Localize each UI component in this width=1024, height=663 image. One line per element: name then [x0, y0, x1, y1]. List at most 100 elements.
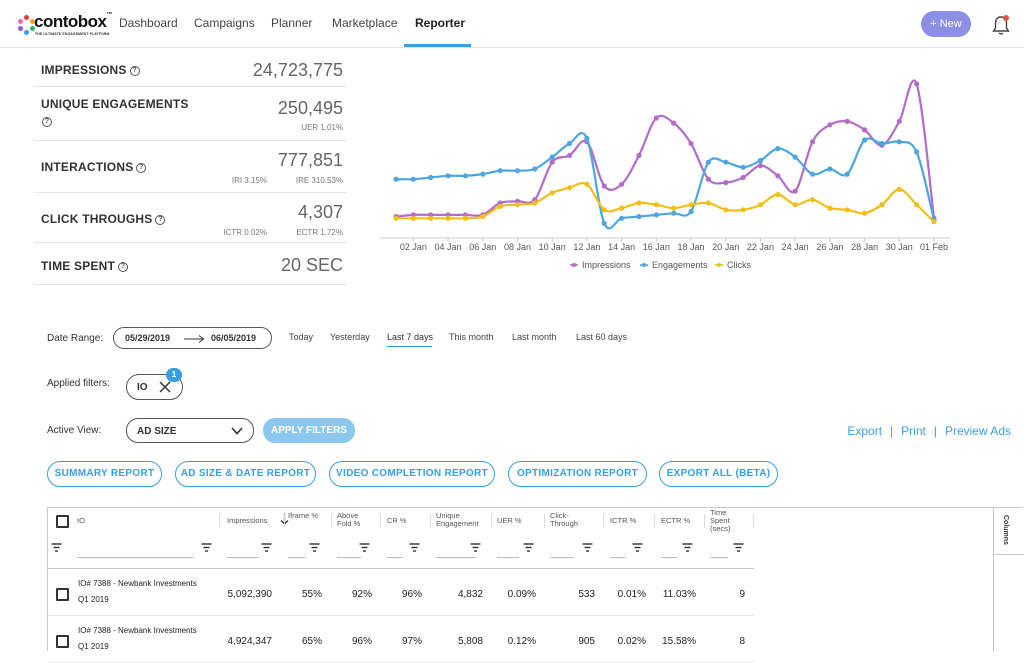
col-header-uer[interactable]: UER % [497, 516, 522, 525]
col-separator[interactable] [284, 514, 285, 528]
series-line-impressions [395, 79, 936, 219]
filter-icon[interactable] [261, 543, 272, 552]
column-filter-input[interactable] [337, 557, 361, 558]
summary-report-button[interactable]: SUMMARY REPORT [47, 461, 162, 487]
col-separator[interactable] [219, 514, 220, 528]
col-header-ectr[interactable]: ECTR % [661, 516, 691, 525]
help-icon[interactable]: ? [129, 65, 140, 76]
filter-icon[interactable] [409, 543, 420, 552]
columns-panel-label[interactable]: Columns [1002, 515, 1009, 545]
col-separator[interactable] [544, 514, 545, 528]
filter-icon[interactable] [309, 543, 320, 552]
column-filter-input[interactable] [227, 557, 259, 558]
nav-planner[interactable]: Planner [271, 16, 313, 30]
date-opt-today[interactable]: Today [289, 332, 314, 342]
series-line-engagements [395, 132, 936, 230]
filter-icon[interactable] [51, 543, 62, 552]
bell-icon[interactable] [991, 14, 1011, 36]
col-header-iframe[interactable]: Iframe % [288, 511, 319, 520]
column-filter-input[interactable] [436, 557, 476, 558]
col-header-io[interactable]: IO [77, 516, 85, 525]
data-point-clicks [480, 214, 486, 220]
table-row[interactable]: IO# 7388 - Newbank Investments Q1 2019 5… [48, 569, 754, 616]
col-separator[interactable] [380, 514, 381, 528]
column-filter-input[interactable] [387, 557, 403, 558]
optimization-report-button[interactable]: OPTIMIZATION REPORT [508, 461, 647, 487]
date-opt-last-7-days[interactable]: Last 7 days [387, 332, 434, 342]
print-link[interactable]: Print [901, 424, 926, 438]
row-checkbox[interactable] [56, 588, 69, 601]
nav-reporter[interactable]: Reporter [415, 16, 466, 30]
x-tick-label: 18 Jan [678, 242, 705, 252]
col-separator[interactable] [753, 514, 754, 528]
preview-ads-link[interactable]: Preview Ads [944, 424, 1011, 438]
export-all-beta-button[interactable]: EXPORT ALL (BETA) [659, 461, 778, 487]
col-header-click-through[interactable]: Click-Through [550, 511, 578, 528]
col-separator[interactable] [331, 514, 332, 528]
filter-chip-label: IO [137, 382, 148, 393]
help-icon[interactable]: ? [42, 117, 52, 127]
col-separator[interactable] [491, 514, 492, 528]
col-header-ictr[interactable]: ICTR % [610, 516, 637, 525]
column-filter-input[interactable] [550, 557, 574, 558]
col-header-unique-engagement[interactable]: Unique Engagement [436, 511, 479, 528]
date-opt-last-60-days[interactable]: Last 60 days [576, 332, 628, 342]
col-header-time-spent[interactable]: Time Spent (secs) [710, 508, 731, 533]
data-point-impressions [671, 120, 677, 126]
filter-icon[interactable] [523, 543, 534, 552]
column-filter-input[interactable] [710, 557, 728, 558]
col-header-impressions[interactable]: Impressions [227, 516, 268, 525]
date-opt-active-indicator [387, 346, 432, 347]
help-icon[interactable]: ? [118, 261, 129, 272]
data-point-clicks [549, 190, 555, 196]
x-tick-label: 20 Jan [712, 242, 739, 252]
col-header-cr[interactable]: CR % [387, 516, 407, 525]
column-filter-input[interactable] [288, 557, 306, 558]
kpi-value: 250,495 [277, 98, 343, 118]
close-icon[interactable] [159, 381, 171, 393]
brand-name: contobox™ [34, 12, 112, 31]
new-button[interactable]: + New [921, 11, 971, 37]
data-point-engagements [723, 159, 729, 165]
date-opt-yesterday[interactable]: Yesterday [330, 332, 370, 342]
ad-size-date-report-button[interactable]: AD SIZE & DATE REPORT [175, 461, 316, 487]
filter-icon[interactable] [632, 543, 643, 552]
filter-chip-io[interactable]: IO [126, 374, 183, 400]
apply-filters-button[interactable]: APPLY FILTERS [263, 418, 355, 443]
data-point-engagements [619, 215, 625, 221]
columns-side-panel[interactable]: Columns [993, 508, 1024, 652]
filter-icon[interactable] [733, 543, 744, 552]
data-point-clicks [705, 200, 711, 206]
data-point-clicks [671, 205, 677, 211]
col-separator[interactable] [430, 514, 431, 528]
row-checkbox[interactable] [56, 635, 69, 648]
filter-icon[interactable] [359, 543, 370, 552]
table-row[interactable]: IO# 7388 - Newbank Investments Q1 2019 4… [48, 616, 754, 663]
col-separator[interactable] [704, 514, 705, 528]
help-icon[interactable]: ? [155, 214, 166, 225]
column-filter-input[interactable] [497, 557, 519, 558]
date-opt-this-month[interactable]: This month [449, 332, 494, 342]
filter-icon[interactable] [470, 543, 481, 552]
video-completion-report-button[interactable]: VIDEO COMPLETION REPORT [329, 461, 495, 487]
column-filter-input[interactable] [661, 557, 677, 558]
col-separator[interactable] [654, 514, 655, 528]
contobox-logo[interactable]: contobox™ THE ULTIMATE ENGAGEMENT PLATFO… [18, 12, 112, 38]
active-view-select[interactable]: AD SIZE [126, 418, 254, 443]
filter-icon[interactable] [201, 543, 212, 552]
data-point-impressions [549, 159, 555, 165]
help-icon[interactable]: ? [136, 162, 147, 173]
nav-marketplace[interactable]: Marketplace [332, 16, 398, 30]
export-link[interactable]: Export [847, 424, 883, 438]
column-filter-input[interactable] [77, 557, 194, 558]
nav-campaigns[interactable]: Campaigns [194, 16, 255, 30]
column-filter-input[interactable] [610, 557, 626, 558]
date-opt-last-month[interactable]: Last month [512, 332, 557, 342]
filter-icon[interactable] [682, 543, 693, 552]
col-separator[interactable] [603, 514, 604, 528]
date-range-picker[interactable]: 05/29/2019 06/05/2019 [113, 327, 272, 349]
col-header-above-fold[interactable]: Above Fold % [337, 511, 361, 528]
filter-icon[interactable] [582, 543, 593, 552]
nav-dashboard[interactable]: Dashboard [119, 16, 178, 30]
select-all-checkbox[interactable] [56, 515, 69, 528]
